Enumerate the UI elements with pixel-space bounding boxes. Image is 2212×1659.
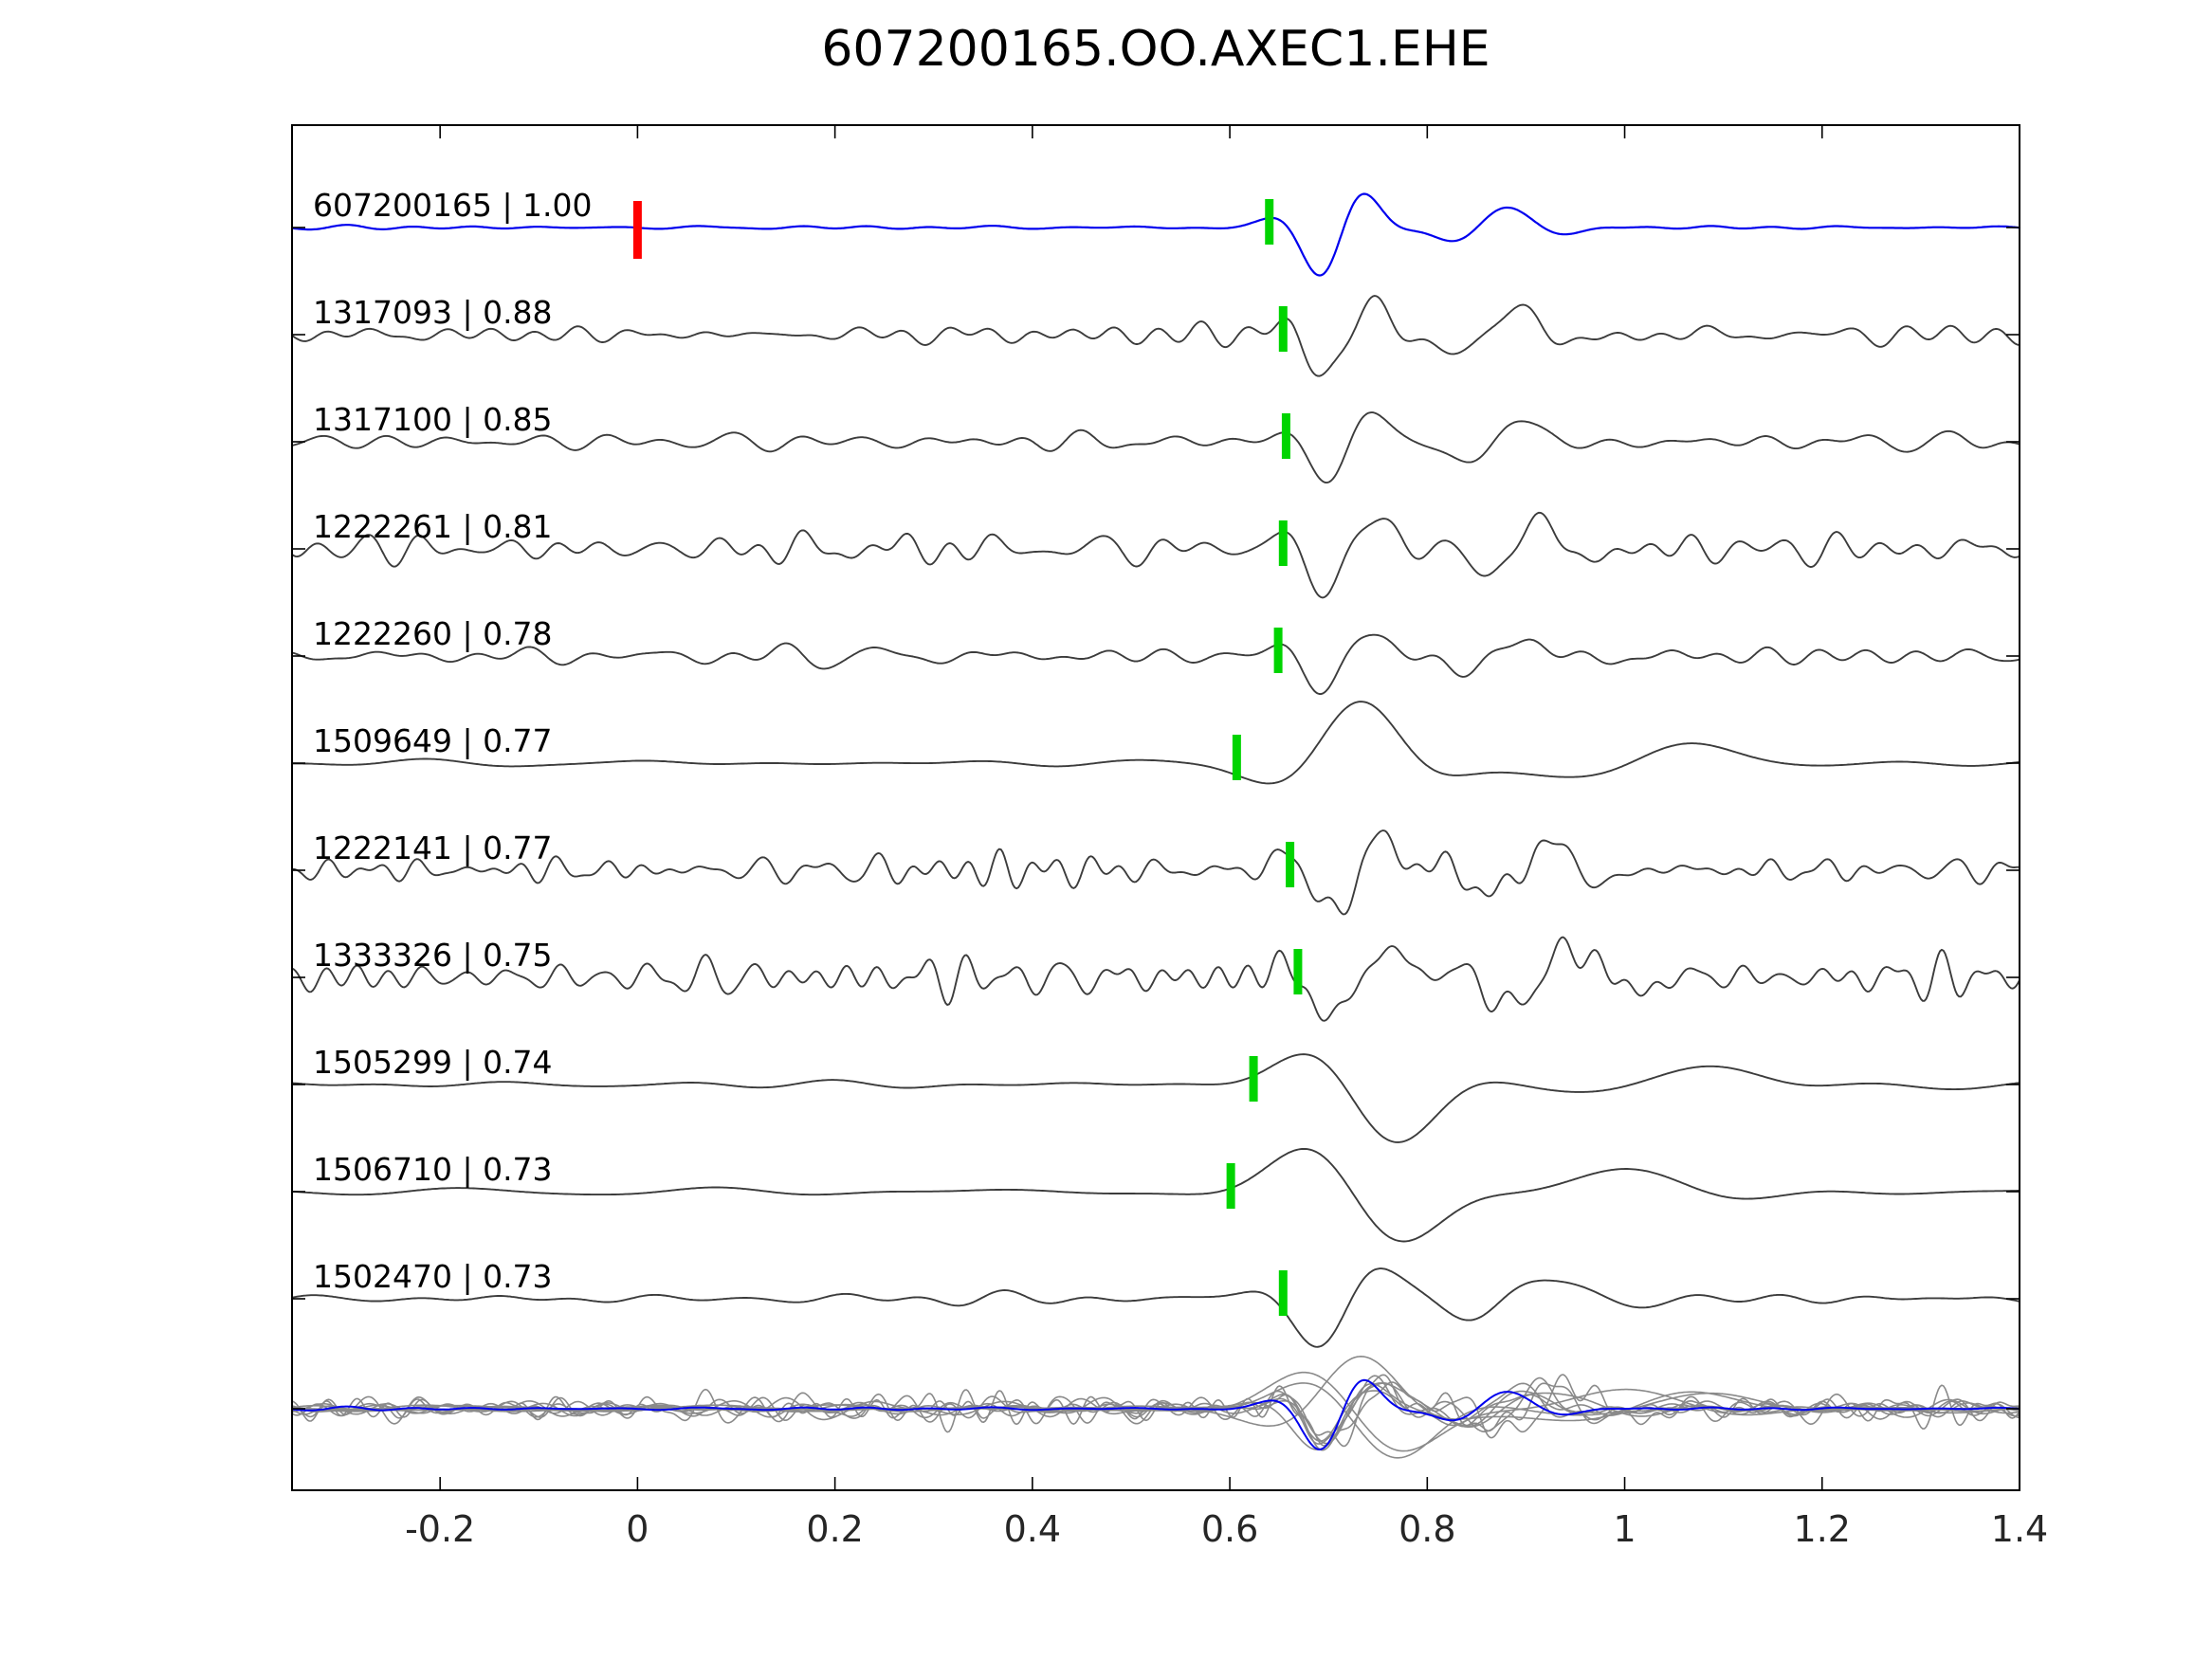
waveform-trace [291, 411, 2020, 484]
x-tick-label: 0.4 [1004, 1508, 1061, 1550]
trace-label: 1505299 | 0.74 [313, 1044, 553, 1081]
trace-label: 1222260 | 0.78 [313, 615, 553, 652]
x-tick-label: 1 [1613, 1508, 1636, 1550]
waveform-trace [291, 1053, 2020, 1143]
trace-label: 1509649 | 0.77 [313, 722, 553, 759]
trace-label: 1317093 | 0.88 [313, 294, 553, 331]
trace-label: 607200165 | 1.00 [313, 187, 593, 224]
trace-label: 1222261 | 0.81 [313, 508, 553, 545]
plot-frame [291, 124, 2020, 1491]
x-tick-label: -0.2 [405, 1508, 475, 1550]
waveform-trace [291, 936, 2020, 1022]
trace-label: 1506710 | 0.73 [313, 1151, 553, 1188]
trace-label: 1502470 | 0.73 [313, 1258, 553, 1295]
waveform-trace [291, 1147, 2020, 1243]
waveform-trace [291, 511, 2020, 599]
x-tick-label: 0.6 [1201, 1508, 1258, 1550]
trace-label: 1222141 | 0.77 [313, 830, 553, 866]
overlay-trace [291, 1371, 2020, 1452]
template-trace [290, 192, 2021, 277]
x-tick-label: 1.4 [1991, 1508, 2048, 1550]
overlay-trace [291, 1390, 2020, 1442]
x-tick-label: 1.2 [1794, 1508, 1851, 1550]
overlay-trace [291, 1356, 2020, 1427]
x-tick-label: 0 [626, 1508, 649, 1550]
waveform-trace [291, 830, 2020, 916]
waveform-trace [291, 295, 2020, 377]
overlay-trace [291, 1382, 2020, 1459]
waveform-trace [291, 633, 2020, 696]
x-tick-label: 0.2 [806, 1508, 863, 1550]
trace-label: 1333326 | 0.75 [313, 937, 553, 974]
overlay-template-trace [291, 1378, 2020, 1450]
waveform-trace [291, 1267, 2020, 1348]
overlay-trace [291, 1382, 2020, 1450]
waveform-trace [291, 701, 2020, 785]
trace-label: 1317100 | 0.85 [313, 401, 553, 438]
chart-title: 607200165.OO.AXEC1.EHE [821, 21, 1490, 78]
x-tick-label: 0.8 [1398, 1508, 1455, 1550]
